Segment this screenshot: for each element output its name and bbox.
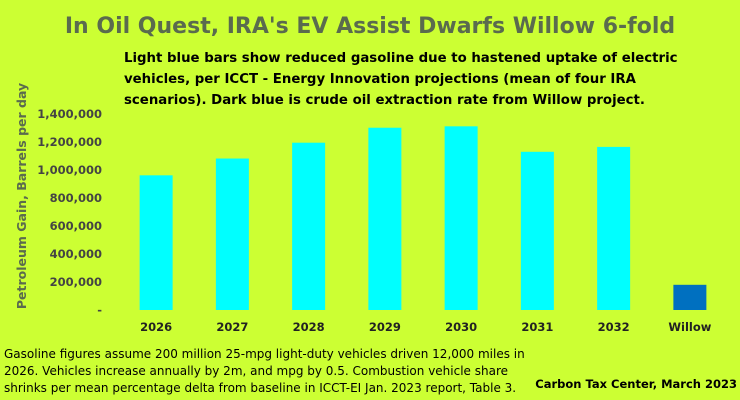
bar-2029 <box>368 127 402 310</box>
y-tick-label: 800,000 <box>50 191 102 205</box>
footnote-line: Gasoline figures assume 200 million 25-m… <box>4 347 525 361</box>
y-tick-label: 1,000,000 <box>37 163 102 177</box>
bar-2026 <box>139 175 173 310</box>
footnote-line: 2026. Vehicles increase annually by 2m, … <box>4 364 508 378</box>
bar-2028 <box>292 142 326 310</box>
bar-2030 <box>444 126 478 310</box>
y-tick-label: 600,000 <box>50 219 102 233</box>
x-tick-label: 2026 <box>140 320 172 334</box>
subtitle-line: scenarios). Dark blue is crude oil extra… <box>124 93 645 108</box>
bar-2032 <box>597 146 631 310</box>
footnote: Gasoline figures assume 200 million 25-m… <box>4 347 525 395</box>
x-tick-label: 2031 <box>521 320 553 334</box>
y-tick-label: 1,200,000 <box>37 135 102 149</box>
x-tick-label: Willow <box>668 320 711 334</box>
bars <box>139 126 707 310</box>
credit: Carbon Tax Center, March 2023 <box>535 377 737 391</box>
x-tick-label: 2029 <box>369 320 401 334</box>
y-tick-label: 1,400,000 <box>37 107 102 121</box>
y-axis-ticks: - 200,000 400,000 600,000 800,000 1,000,000 1,… <box>37 107 102 317</box>
subtitle-line: Light blue bars show reduced gasoline du… <box>124 51 678 66</box>
bar-2031 <box>520 151 554 310</box>
x-tick-label: 2028 <box>293 320 325 334</box>
x-axis-labels: 2026 2027 2028 2029 2030 2031 2032 Willow <box>140 320 712 334</box>
footnote-line: shrinks per mean percentage delta from b… <box>4 381 516 395</box>
bar-2027 <box>215 158 249 310</box>
chart-title: In Oil Quest, IRA's EV Assist Dwarfs Wil… <box>65 14 675 39</box>
subtitle-line: vehicles, per ICCT - Energy Innovation p… <box>124 72 637 87</box>
x-tick-label: 2032 <box>598 320 630 334</box>
y-axis-title: Petroleum Gain, Barrels per day <box>14 83 29 309</box>
y-tick-label: - <box>97 303 102 317</box>
y-tick-label: 400,000 <box>50 247 102 261</box>
bar-willow <box>673 284 707 310</box>
chart-subtitle: Light blue bars show reduced gasoline du… <box>124 51 678 108</box>
x-tick-label: 2027 <box>216 320 248 334</box>
y-tick-label: 200,000 <box>50 275 102 289</box>
x-tick-label: 2030 <box>445 320 477 334</box>
